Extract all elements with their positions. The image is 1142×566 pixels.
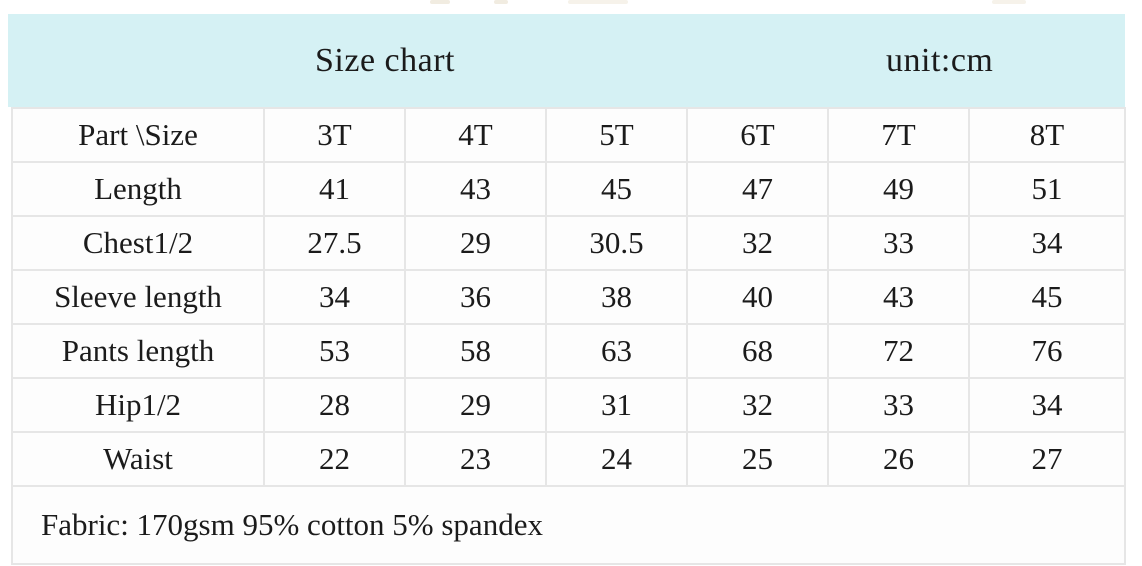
table-row: Chest1/2 27.5 29 30.5 32 33 34: [11, 215, 1126, 271]
value-cell: 27.5: [263, 215, 406, 271]
column-header-cell: 4T: [404, 107, 547, 163]
value-cell: 36: [404, 269, 547, 325]
row-label-cell: Chest1/2: [11, 215, 265, 271]
value-cell: 32: [686, 377, 829, 433]
value-cell: 30.5: [545, 215, 688, 271]
value-cell: 41: [263, 161, 406, 217]
table-row: Length 41 43 45 47 49 51: [11, 161, 1126, 217]
size-table: Part \Size 3T 4T 5T 6T 7T 8T Length 41 43 45 47 49 5…: [11, 107, 1126, 565]
value-cell: 38: [545, 269, 688, 325]
value-cell: 72: [827, 323, 970, 379]
table-row: Waist 22 23 24 25 26 27: [11, 431, 1126, 487]
cropped-text-artifact: [494, 0, 508, 4]
value-cell: 45: [968, 269, 1126, 325]
table-row: Pants length 53 58 63 68 72 76: [11, 323, 1126, 379]
value-cell: 63: [545, 323, 688, 379]
value-cell: 29: [404, 215, 547, 271]
value-cell: 68: [686, 323, 829, 379]
value-cell: 34: [968, 377, 1126, 433]
fabric-note: Fabric: 170gsm 95% cotton 5% spandex: [11, 485, 1126, 565]
value-cell: 34: [263, 269, 406, 325]
value-cell: 26: [827, 431, 970, 487]
value-cell: 47: [686, 161, 829, 217]
value-cell: 25: [686, 431, 829, 487]
fabric-note-row: Fabric: 170gsm 95% cotton 5% spandex: [11, 485, 1126, 565]
value-cell: 76: [968, 323, 1126, 379]
row-label-cell: Length: [11, 161, 265, 217]
value-cell: 33: [827, 215, 970, 271]
value-cell: 45: [545, 161, 688, 217]
value-cell: 34: [968, 215, 1126, 271]
cropped-text-artifact: [992, 0, 1026, 4]
value-cell: 24: [545, 431, 688, 487]
cropped-text-artifact: [430, 0, 450, 4]
cropped-text-artifact: [568, 0, 628, 4]
size-table-foot: Fabric: 170gsm 95% cotton 5% spandex: [11, 485, 1126, 565]
value-cell: 28: [263, 377, 406, 433]
row-label-cell: Hip1/2: [11, 377, 265, 433]
column-header-cell: 5T: [545, 107, 688, 163]
column-header-row: Part \Size 3T 4T 5T 6T 7T 8T: [11, 107, 1126, 163]
value-cell: 51: [968, 161, 1126, 217]
table-row: Sleeve length 34 36 38 40 43 45: [11, 269, 1126, 325]
row-label-cell: Pants length: [11, 323, 265, 379]
value-cell: 43: [827, 269, 970, 325]
value-cell: 32: [686, 215, 829, 271]
value-cell: 22: [263, 431, 406, 487]
value-cell: 31: [545, 377, 688, 433]
value-cell: 29: [404, 377, 547, 433]
unit-label: unit:cm: [886, 41, 994, 79]
value-cell: 27: [968, 431, 1126, 487]
value-cell: 53: [263, 323, 406, 379]
row-label-cell: Sleeve length: [11, 269, 265, 325]
value-cell: 49: [827, 161, 970, 217]
column-header-cell: 7T: [827, 107, 970, 163]
row-label-cell: Waist: [11, 431, 265, 487]
size-chart-banner: Size chart unit:cm: [8, 14, 1125, 107]
value-cell: 58: [404, 323, 547, 379]
column-header-cell: 3T: [263, 107, 406, 163]
value-cell: 33: [827, 377, 970, 433]
column-header-cell: 6T: [686, 107, 829, 163]
value-cell: 23: [404, 431, 547, 487]
banner-title: Size chart: [315, 41, 455, 79]
column-header-cell: 8T: [968, 107, 1126, 163]
value-cell: 43: [404, 161, 547, 217]
table-row: Hip1/2 28 29 31 32 33 34: [11, 377, 1126, 433]
size-table-body: Length 41 43 45 47 49 51 Chest1/2 27.5 29 30.5 32 33…: [11, 161, 1126, 487]
size-table-head: Part \Size 3T 4T 5T 6T 7T 8T: [11, 107, 1126, 163]
corner-header-cell: Part \Size: [11, 107, 265, 163]
value-cell: 40: [686, 269, 829, 325]
